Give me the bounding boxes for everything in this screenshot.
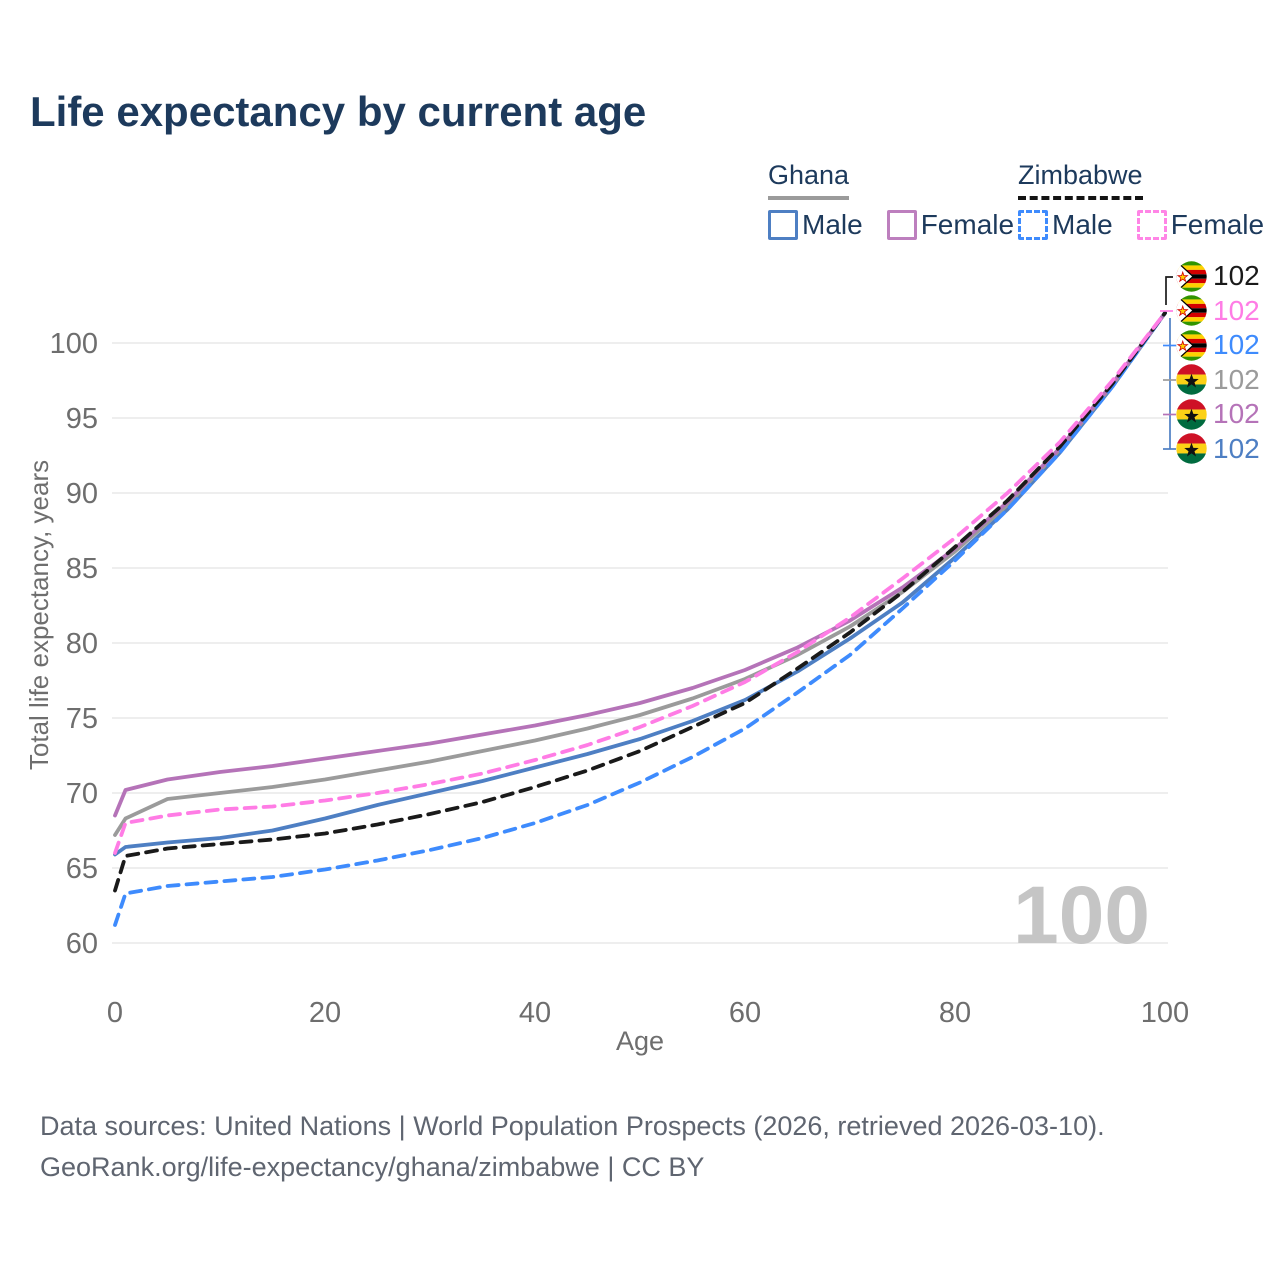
end-label-value: 102 (1213, 294, 1260, 326)
y-tick-label: 85 (66, 553, 98, 585)
end-label-zimbabwe-both-sexes[interactable]: 102 (1176, 259, 1260, 294)
y-tick-label: 70 (66, 778, 98, 810)
legend-country-ghana[interactable]: Ghana (768, 160, 850, 200)
end-label-ghana-female[interactable]: 102 (1176, 397, 1260, 432)
series-line-zimbabwe-male[interactable] (113, 311, 1167, 927)
y-tick-label: 100 (50, 328, 98, 360)
legend-group-ghana: Ghana Male Female (768, 160, 1014, 241)
y-tick-label: 90 (66, 478, 98, 510)
footer-data-sources: Data sources: United Nations | World Pop… (40, 1111, 1105, 1141)
y-tick-label: 95 (66, 403, 98, 435)
end-label-value: 102 (1213, 432, 1260, 464)
x-tick-label: 100 (1141, 997, 1189, 1029)
end-label-zimbabwe-female[interactable]: 102 (1176, 294, 1260, 329)
end-label-ghana-male[interactable]: 102 (1176, 432, 1260, 467)
legend-label-zimbabwe-male[interactable]: Male (1052, 209, 1113, 240)
x-tick-label: 0 (107, 997, 123, 1029)
end-label-value: 102 (1213, 329, 1260, 361)
series-line-zimbabwe-female[interactable] (113, 311, 1167, 855)
ghana-flag-icon (1176, 433, 1207, 464)
zimbabwe-flag-icon (1176, 261, 1207, 292)
leader-line (1165, 276, 1173, 305)
x-tick-label: 60 (729, 997, 761, 1029)
legend-group-zimbabwe: Zimbabwe Male Female (1018, 160, 1264, 241)
legend-label-ghana-male[interactable]: Male (802, 209, 863, 240)
legend-row-zimbabwe: Male Female (1018, 209, 1264, 241)
legend-country-zimbabwe[interactable]: Zimbabwe (1018, 160, 1143, 200)
y-tick-label: 80 (66, 628, 98, 660)
series-line-ghana-male[interactable] (113, 311, 1167, 857)
x-axis-title: Age (616, 1026, 664, 1056)
legend-label-ghana-female[interactable]: Female (920, 209, 1015, 240)
y-tick-label: 60 (66, 928, 98, 960)
y-tick-label: 65 (66, 853, 98, 885)
end-label-value: 102 (1213, 260, 1260, 292)
y-tick-label: 75 (66, 703, 98, 735)
x-tick-label: 40 (519, 997, 551, 1029)
x-tick-label: 20 (309, 997, 341, 1029)
y-axis-title: Total life expectancy, years (24, 460, 54, 770)
legend-swatch-ghana-female[interactable] (886, 210, 917, 240)
legend-swatch-zimbabwe-male[interactable] (1018, 210, 1048, 240)
x-tick-label: 80 (939, 997, 971, 1029)
footer: Data sources: United Nations | World Pop… (40, 1106, 1105, 1188)
series-line-ghana-both[interactable] (113, 311, 1167, 837)
age-counter-watermark: 100 (1013, 870, 1150, 961)
end-label-value: 102 (1213, 398, 1260, 430)
legend-row-ghana: Male Female (768, 209, 1014, 241)
legend-label-zimbabwe-female[interactable]: Female (1170, 209, 1265, 240)
zimbabwe-flag-icon (1176, 330, 1207, 361)
end-label-ghana-both-sexes[interactable]: 102 (1176, 363, 1260, 398)
series-line-zimbabwe-both[interactable] (113, 311, 1167, 893)
ghana-flag-icon (1176, 399, 1207, 430)
end-label-value: 102 (1213, 363, 1260, 395)
footer-attribution-link[interactable]: GeoRank.org/life-expectancy/ghana/zimbab… (40, 1152, 705, 1182)
zimbabwe-flag-icon (1176, 295, 1207, 326)
end-label-list: 102 102 102 102 102 102 (1176, 259, 1260, 466)
legend-swatch-zimbabwe-female[interactable] (1136, 210, 1167, 240)
page-title: Life expectancy by current age (30, 88, 647, 135)
end-label-zimbabwe-male[interactable]: 102 (1176, 328, 1260, 363)
ghana-flag-icon (1176, 364, 1207, 395)
legend-swatch-ghana-male[interactable] (768, 210, 798, 240)
